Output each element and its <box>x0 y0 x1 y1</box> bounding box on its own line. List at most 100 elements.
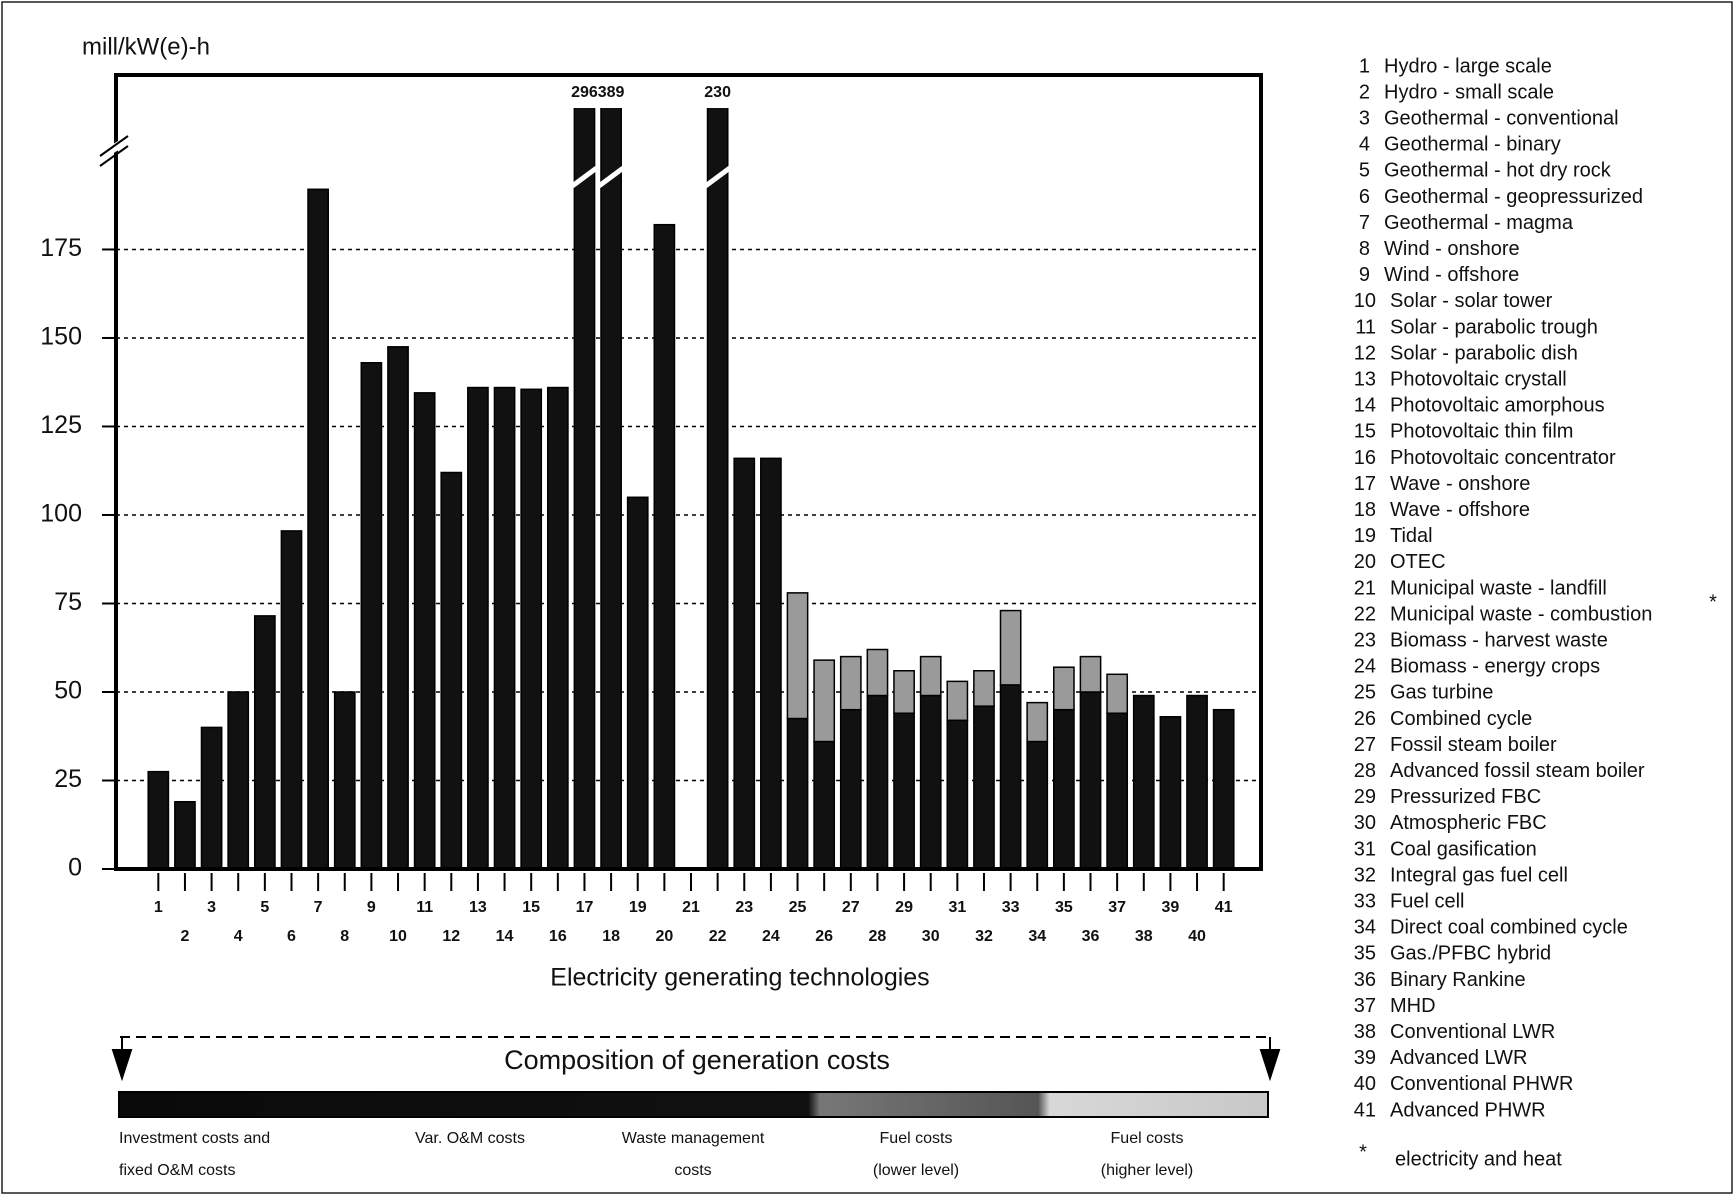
legend-label: Photovoltaic amorphous <box>1390 395 1605 417</box>
bar <box>706 108 729 869</box>
legend-label: MHD <box>1390 995 1436 1017</box>
x-tick-label: 15 <box>522 899 540 916</box>
legend-number: 4 <box>1359 134 1370 156</box>
composition-label: (lower level) <box>873 1162 959 1179</box>
x-tick-label: 31 <box>948 899 966 916</box>
legend-number: 1 <box>1359 55 1370 77</box>
legend-label: Advanced PHWR <box>1390 1099 1546 1121</box>
bar <box>786 717 809 869</box>
legend-label: Photovoltaic thin film <box>1390 421 1573 443</box>
legend-number: 19 <box>1354 525 1376 547</box>
composition-label: Investment costs and <box>119 1130 270 1147</box>
legend-label: Solar - parabolic dish <box>1390 342 1578 364</box>
legend-label: Fossil steam boiler <box>1390 734 1557 756</box>
composition-label: Fuel costs <box>880 1130 953 1147</box>
x-tick-label: 24 <box>762 928 780 945</box>
legend-number: 36 <box>1354 969 1376 991</box>
legend-label: Biomass - energy crops <box>1390 656 1600 678</box>
bar <box>227 691 250 869</box>
legend-number: 28 <box>1354 760 1376 782</box>
bar <box>387 346 409 869</box>
x-tick-label: 13 <box>469 899 487 916</box>
x-tick-label: 40 <box>1188 928 1206 945</box>
bar <box>333 691 356 869</box>
bar <box>1212 708 1235 869</box>
bar-value-label: 296 <box>571 84 598 101</box>
legend-label: Photovoltaic crystall <box>1390 368 1567 390</box>
y-tick-label: 50 <box>54 677 82 705</box>
legend-number: 26 <box>1354 708 1376 730</box>
x-tick-label: 28 <box>869 928 887 945</box>
bar <box>839 655 862 711</box>
bar <box>600 108 622 869</box>
legend-label: Municipal waste - combustion <box>1390 603 1652 625</box>
legend-number: 15 <box>1354 421 1376 443</box>
bar <box>760 457 782 869</box>
legend-label: Geothermal - geopressurized <box>1384 186 1643 208</box>
bar <box>893 670 915 714</box>
legend-label: Wave - offshore <box>1390 499 1530 521</box>
x-tick-label: 18 <box>602 928 620 945</box>
legend-number: 16 <box>1354 447 1376 469</box>
legend-label: Conventional PHWR <box>1390 1073 1573 1095</box>
legend-label: Coal gasification <box>1390 838 1537 860</box>
legend-label: Photovoltaic concentrator <box>1390 447 1616 469</box>
legend-label: Solar - solar tower <box>1390 290 1553 312</box>
composition-bar <box>118 1091 1269 1118</box>
bar <box>839 708 862 869</box>
bar <box>733 457 756 869</box>
bars <box>147 108 1235 869</box>
x-tick-label: 38 <box>1135 928 1153 945</box>
x-tick-label: 2 <box>180 928 189 945</box>
x-tick-label: 33 <box>1002 899 1020 916</box>
legend-number: 9 <box>1359 264 1370 286</box>
plot: 0255075100125150175123456789101112131415… <box>40 84 1261 945</box>
legend-label: Geothermal - hot dry rock <box>1384 160 1612 182</box>
legend-label: Advanced LWR <box>1390 1047 1527 1069</box>
x-tick-label: 19 <box>629 899 647 916</box>
legend-label: Atmospheric FBC <box>1390 812 1547 834</box>
x-tick-label: 30 <box>922 928 940 945</box>
bar-break <box>597 165 625 189</box>
legend-number: 18 <box>1354 499 1376 521</box>
bar-break <box>704 165 732 189</box>
legend-number: 30 <box>1354 812 1376 834</box>
x-tick-label: 8 <box>340 928 349 945</box>
x-tick-label: 16 <box>549 928 567 945</box>
x-tick-label: 20 <box>655 928 673 945</box>
legend-number: 11 <box>1355 316 1376 338</box>
bar <box>520 388 543 869</box>
x-tick-label: 25 <box>789 899 807 916</box>
bar <box>1132 694 1155 869</box>
x-tick-label: 35 <box>1055 899 1073 916</box>
y-axis-label: mill/kW(e)-h <box>82 33 210 60</box>
legend-number: 35 <box>1354 943 1376 965</box>
legend-label: Hydro - small scale <box>1384 81 1554 103</box>
bar-value-label: 389 <box>598 84 625 101</box>
x-tick-label: 34 <box>1028 928 1046 945</box>
legend-number: 39 <box>1354 1047 1376 1069</box>
x-tick-label: 32 <box>975 928 993 945</box>
bar <box>1186 694 1208 869</box>
bar <box>626 496 649 869</box>
composition-label: (higher level) <box>1101 1162 1193 1179</box>
y-tick-label: 150 <box>40 323 82 351</box>
bar-break <box>570 165 599 189</box>
legend-number: 23 <box>1354 629 1376 651</box>
legend-number: 31 <box>1354 838 1376 860</box>
x-tick-label: 9 <box>367 899 376 916</box>
legend-number: 12 <box>1354 342 1376 364</box>
legend-label: Geothermal - magma <box>1384 212 1574 234</box>
x-tick-label: 10 <box>389 928 407 945</box>
x-tick-label: 11 <box>416 899 433 916</box>
bar <box>1106 673 1129 714</box>
bar <box>946 719 969 869</box>
plot-frame <box>114 73 1263 871</box>
legend-number: 17 <box>1354 473 1376 495</box>
legend-label: Binary Rankine <box>1390 969 1526 991</box>
bar <box>813 740 836 869</box>
x-axis-label: Electricity generating technologies <box>550 964 929 992</box>
legend-label: Fuel cell <box>1390 890 1464 912</box>
x-tick-label: 21 <box>682 899 700 916</box>
composition-label: Waste management <box>622 1130 765 1147</box>
